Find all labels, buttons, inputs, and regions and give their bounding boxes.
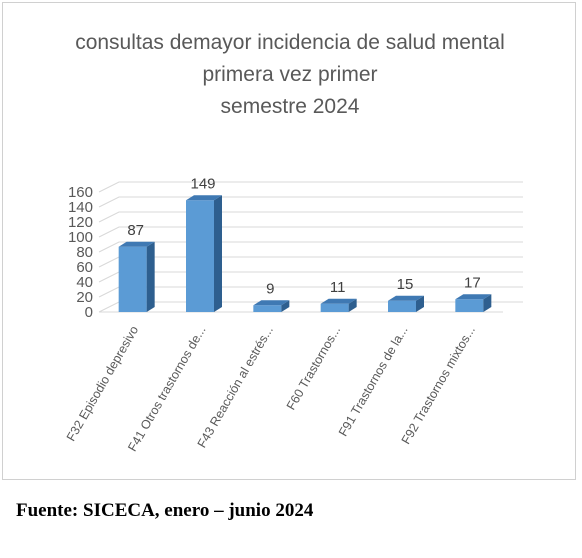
x-tick-label: F60 Trastornos... [284,324,343,413]
bar-top [455,294,492,300]
bar [455,299,484,312]
y-tick-label: 140 [68,199,93,216]
bar-top [186,195,222,201]
data-label: 87 [127,222,144,239]
bar [388,300,416,312]
gridline [98,196,523,208]
bar-side [281,300,290,312]
bar-side [483,294,492,312]
x-tick-label: F41 Otros trastornos de... [125,324,208,454]
x-tick-label: F43 Reacción al estrés... [195,324,276,451]
y-tick-label: 80 [76,244,93,261]
gridline [98,226,523,238]
bar-side [348,298,357,312]
bar-top [118,241,155,247]
y-tick-label: 60 [76,259,93,276]
bar-side [146,241,155,312]
bar [186,200,214,312]
data-label: 15 [397,276,414,293]
x-tick-label: F91 Trastornos de la... [336,324,411,439]
y-tick-label: 40 [76,274,93,291]
x-tick-label: F32 Episodio depresivo [64,323,141,443]
gridline [98,241,523,253]
bar-top [320,298,357,304]
bar-side [214,195,222,312]
bar [320,303,349,312]
data-label: 149 [190,175,215,192]
gridline [98,271,523,283]
gridline [98,181,523,193]
data-label: 11 [330,279,346,296]
chart-title: consultas demayor incidencia de salud me… [3,27,577,123]
x-tick-label: F92 Trastornos mixtos... [399,324,478,447]
y-tick-label: 100 [68,229,93,246]
bar-top [253,300,290,306]
bar [118,246,147,312]
chart-title-line-3: semestre 2024 [220,95,360,118]
gridline [98,286,523,298]
bar-top [388,295,424,301]
data-label: 9 [266,280,274,297]
y-tick-label: 0 [85,304,93,321]
bar [253,305,282,312]
chart-title-line-2: primera vez primer [202,63,378,86]
chart-frame: consultas demayor incidencia de salud me… [2,2,576,480]
gridline [98,256,523,268]
chart-title-line-1: consultas demayor incidencia de salud me… [75,31,505,54]
y-tick-label: 160 [68,184,93,201]
y-tick-label: 120 [68,214,93,231]
data-label: 17 [464,274,481,291]
source-note: Fuente: SICECA, enero – junio 2024 [16,500,314,521]
bar-side [416,295,424,312]
gridline [98,211,523,223]
y-tick-label: 20 [76,289,93,306]
